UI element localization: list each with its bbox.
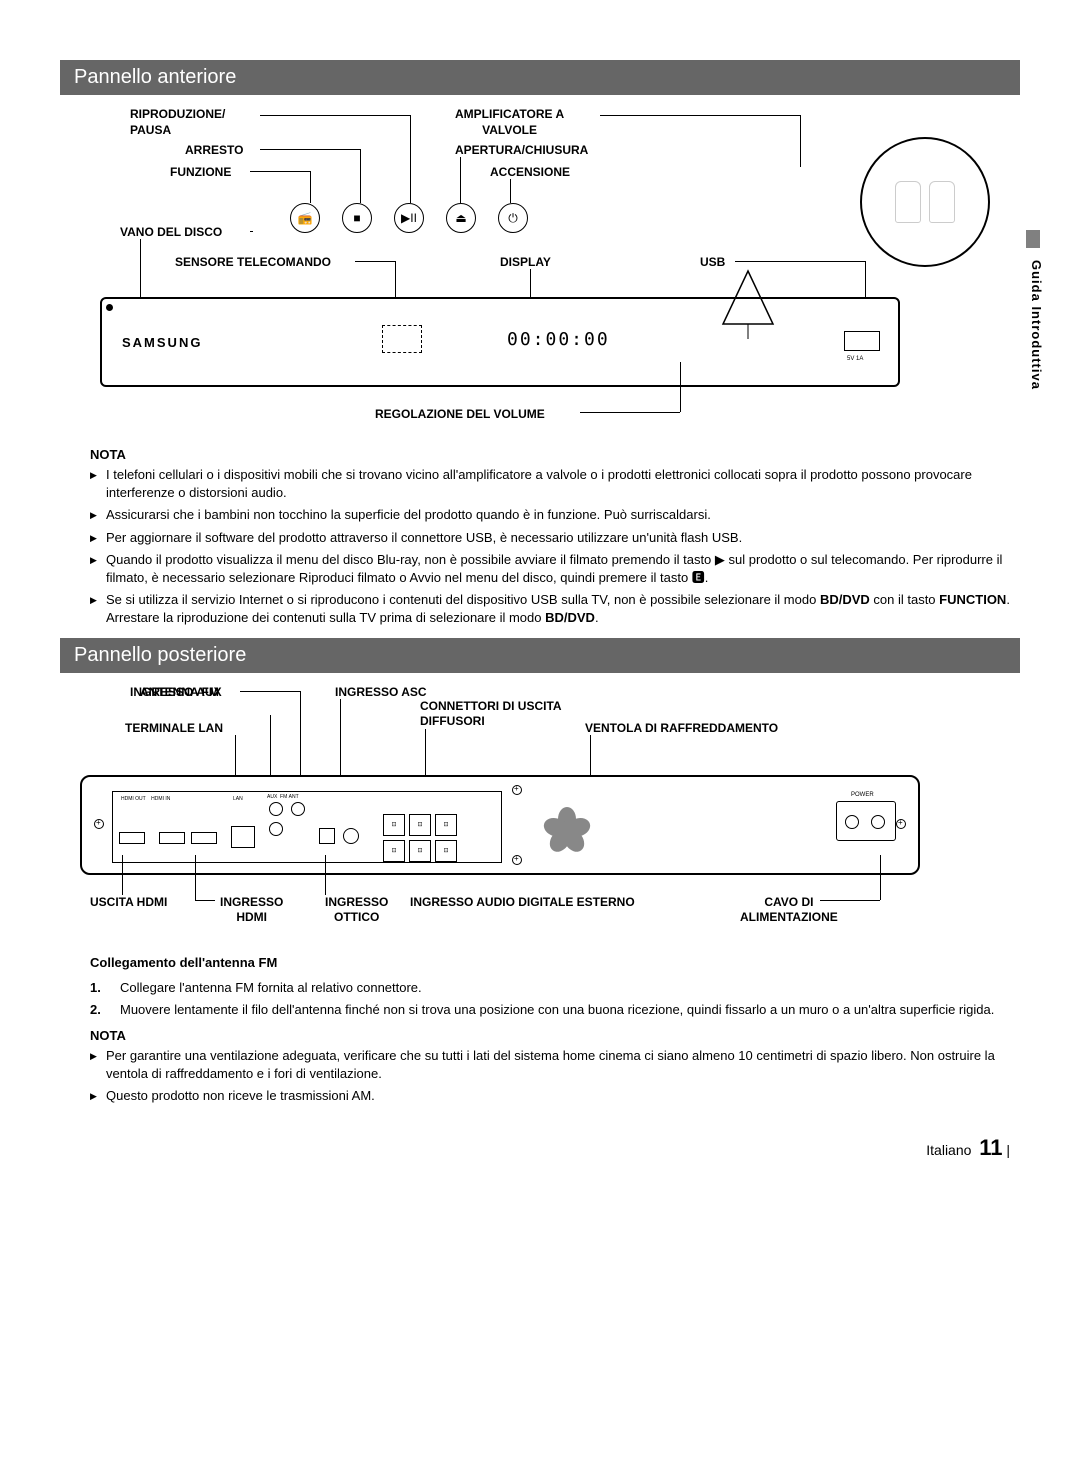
usb-port-icon <box>844 331 880 351</box>
power-button-icon: ⏻ <box>498 203 528 233</box>
nota-heading-rear: NOTA <box>90 1028 1020 1043</box>
side-section-label: Guida Introduttiva <box>1029 260 1044 390</box>
aux-jack-icon <box>269 802 283 816</box>
nota-heading-front: NOTA <box>90 447 1020 462</box>
speaker-connector-grid: ⊡⊡⊡ ⊡⊡⊡ <box>383 814 457 862</box>
label-speaker-out: CONNETTORI DI USCITA DIFFUSORI <box>420 699 562 730</box>
display-readout: 00:00:00 <box>507 329 610 350</box>
step-item: 2.Muovere lentamente il filo dell'antenn… <box>90 1000 1020 1020</box>
label-hdmi-out: USCITA HDMI <box>90 895 167 911</box>
footer-page-number: 11 <box>979 1135 1002 1160</box>
note-item: Questo prodotto non riceve le trasmissio… <box>90 1087 1020 1105</box>
section-header-rear: Pannello posteriore <box>60 638 1020 673</box>
front-panel-diagram: RIPRODUZIONE/ PAUSA ARRESTO FUNZIONE AMP… <box>60 107 1020 437</box>
volume-knob-icon <box>713 269 783 339</box>
note-item: Assicurarsi che i bambini non tocchino l… <box>90 506 1020 524</box>
note-item: I telefoni cellulari o i dispositivi mob… <box>90 466 1020 502</box>
step-item: 1.Collegare l'antenna FM fornita al rela… <box>90 978 1020 998</box>
ir-sensor-icon <box>382 325 422 353</box>
device-front-body: SAMSUNG 00:00:00 <box>100 297 900 387</box>
label-tube-amp: AMPLIFICATORE A VALVOLE <box>455 107 564 138</box>
label-play-pause: RIPRODUZIONE/ PAUSA <box>130 107 225 138</box>
label-optical-in: INGRESSO OTTICO <box>325 895 388 926</box>
side-tab-marker <box>1026 230 1040 248</box>
function-button-icon: 📻 <box>290 203 320 233</box>
front-button-row: 📻 ■ ▶II ⏏ ⏻ <box>290 203 590 233</box>
lan-port-icon <box>231 826 255 848</box>
label-display: DISPLAY <box>500 255 551 271</box>
label-ext-audio: INGRESSO AUDIO DIGITALE ESTERNO <box>410 895 635 911</box>
tube-amp-window <box>860 137 990 267</box>
label-asc-in: INGRESSO ASC <box>335 685 427 701</box>
label-volume: REGOLAZIONE DEL VOLUME <box>375 407 545 423</box>
device-rear-body: ⊡⊡⊡ ⊡⊡⊡ HDMI OUT HDMI IN LAN AUX FM ANT <box>80 775 920 875</box>
stop-button-icon: ■ <box>342 203 372 233</box>
page-footer: Italiano 11 | <box>60 1135 1020 1161</box>
play-pause-button-icon: ▶II <box>394 203 424 233</box>
rear-connector-panel: ⊡⊡⊡ ⊡⊡⊡ HDMI OUT HDMI IN LAN AUX FM ANT <box>112 791 502 863</box>
label-open-close: APERTURA/CHIUSURA <box>455 143 588 159</box>
label-lan: TERMINALE LAN <box>125 721 223 737</box>
fm-connection-heading: Collegamento dell'antenna FM <box>90 955 1020 970</box>
samsung-logo: SAMSUNG <box>122 335 202 350</box>
label-hdmi-in: INGRESSO HDMI <box>220 895 283 926</box>
aux-jack-icon <box>269 822 283 836</box>
footer-language: Italiano <box>926 1142 971 1158</box>
label-remote-sensor: SENSORE TELECOMANDO <box>175 255 331 271</box>
label-aux-in: INGRESSO AUX <box>130 685 222 701</box>
label-cooling-fan: VENTOLA DI RAFFREDDAMENTO <box>585 721 778 737</box>
note-item: Per garantire una ventilazione adeguata,… <box>90 1047 1020 1083</box>
hdmi-out-port-icon <box>119 832 145 844</box>
fm-connection-steps: 1.Collegare l'antenna FM fornita al rela… <box>90 978 1020 1020</box>
note-item: Se si utilizza il servizio Internet o si… <box>90 591 1020 627</box>
eject-button-icon: ⏏ <box>446 203 476 233</box>
note-item: Quando il prodotto visualizza il menu de… <box>90 551 1020 587</box>
label-function: FUNZIONE <box>170 165 231 181</box>
label-disc-tray: VANO DEL DISCO <box>120 225 222 241</box>
note-item: Per aggiornare il software del prodotto … <box>90 529 1020 547</box>
label-stop: ARRESTO <box>185 143 243 159</box>
rear-notes-list: Per garantire una ventilazione adeguata,… <box>90 1047 1020 1106</box>
rear-panel-diagram: ANTENNA FM INGRESSO AUX TERMINALE LAN IN… <box>60 685 1020 945</box>
front-notes-list: I telefoni cellulari o i dispositivi mob… <box>90 466 1020 628</box>
hdmi-in1-port-icon <box>159 832 185 844</box>
power-connector-icon <box>836 801 896 841</box>
section-header-front: Pannello anteriore <box>60 60 1020 95</box>
hdmi-in2-port-icon <box>191 832 217 844</box>
asc-port-icon <box>343 828 359 844</box>
label-power: ACCENSIONE <box>490 165 570 181</box>
cooling-fan-icon <box>532 801 602 861</box>
optical-port-icon <box>319 828 335 844</box>
fm-jack-icon <box>291 802 305 816</box>
